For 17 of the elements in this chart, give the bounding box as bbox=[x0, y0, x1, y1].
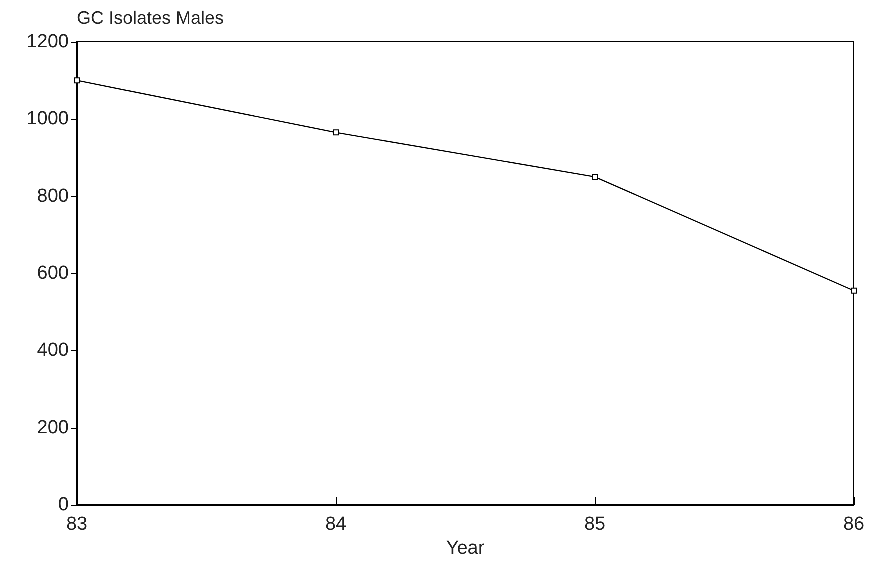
point bbox=[851, 288, 857, 294]
y-tick-label: 0 bbox=[58, 494, 69, 516]
point bbox=[592, 174, 598, 180]
x-tick-label: 86 bbox=[843, 514, 865, 535]
y-tick-label: 1200 bbox=[26, 32, 69, 52]
y-tick-label: 800 bbox=[37, 186, 69, 207]
y-tick-label: 200 bbox=[37, 417, 69, 438]
x-tick-label: 84 bbox=[325, 514, 347, 535]
x-tick-label: 83 bbox=[66, 514, 88, 535]
y-tick-label: 600 bbox=[37, 263, 69, 284]
point bbox=[333, 130, 339, 136]
chart-title: GC Isolates Males bbox=[77, 8, 224, 28]
y-tick-label: 400 bbox=[37, 340, 69, 362]
point bbox=[74, 78, 80, 84]
x-axis-title: Year bbox=[446, 538, 486, 559]
y-tick-label: 1000 bbox=[26, 108, 69, 130]
x-tick-label: 85 bbox=[584, 514, 606, 535]
